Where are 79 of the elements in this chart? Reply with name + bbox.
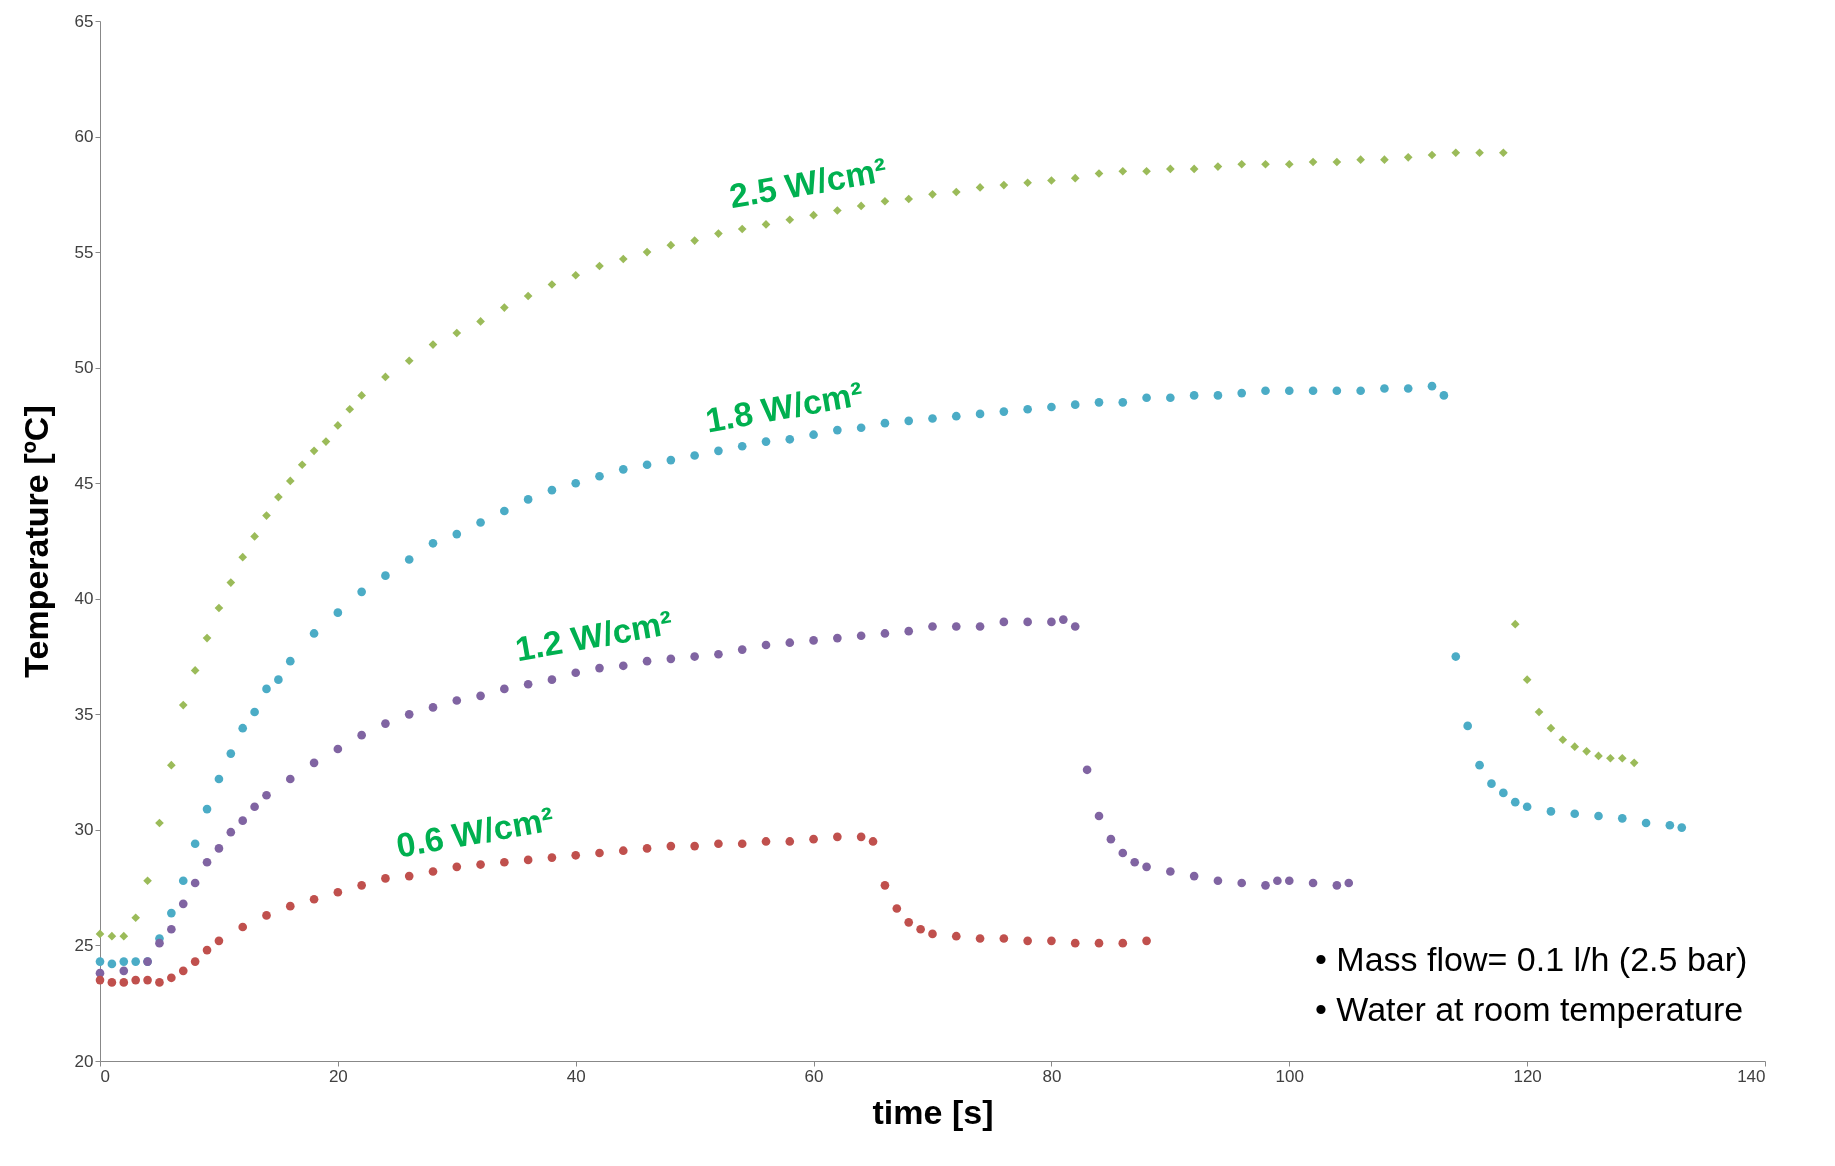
point [833, 832, 842, 842]
point [404, 871, 414, 881]
point [1023, 936, 1032, 946]
point [737, 839, 747, 849]
x-tick-label: 0 [100, 1066, 110, 1086]
point [547, 853, 557, 862]
x-tick-label: 40 [566, 1066, 586, 1086]
point [916, 924, 925, 934]
point [285, 901, 295, 911]
point [761, 837, 771, 846]
text: 2.5 W/cm² [726, 150, 890, 216]
y-tick-label: 40 [74, 589, 94, 609]
point [202, 945, 212, 955]
y-tick-label: 45 [74, 473, 94, 493]
x-tick-label: 60 [804, 1066, 824, 1086]
point [523, 855, 533, 865]
point [333, 887, 343, 897]
x-tick-label: 140 [1737, 1066, 1766, 1086]
point [131, 975, 141, 985]
y-tick-label: 50 [74, 358, 94, 378]
point [178, 966, 188, 976]
point [155, 978, 164, 987]
point [856, 832, 866, 842]
point [690, 841, 699, 851]
point [618, 846, 628, 856]
point [951, 931, 961, 941]
point [95, 975, 105, 985]
point [381, 874, 390, 883]
x-tick-label: 20 [328, 1066, 348, 1086]
point [928, 929, 937, 939]
annotation: • Water at room temperature [1315, 990, 1744, 1028]
y-tick-label: 35 [74, 704, 94, 724]
point [1142, 936, 1151, 946]
point [595, 848, 604, 858]
point [1047, 936, 1056, 946]
point [809, 834, 818, 844]
y-tick-label: 25 [74, 935, 94, 955]
point [107, 978, 117, 987]
point [309, 894, 319, 904]
point [476, 860, 485, 869]
point [880, 881, 890, 890]
text: 1.2 W/cm² [512, 603, 676, 669]
point [1118, 938, 1128, 948]
point [428, 867, 438, 876]
point [190, 957, 200, 966]
point [214, 936, 224, 946]
y-tick-label: 60 [74, 127, 94, 147]
point [238, 922, 248, 932]
point [1094, 938, 1104, 948]
point [868, 837, 878, 846]
y-axis-title: Temperature [ºC] [16, 405, 55, 678]
point [571, 850, 581, 860]
y-tick-label: 20 [74, 1051, 94, 1071]
y-tick-label: 65 [74, 11, 94, 31]
point [999, 934, 1009, 943]
point [666, 841, 676, 851]
point [452, 862, 462, 872]
point [975, 934, 985, 943]
x-tick-label: 100 [1275, 1066, 1304, 1086]
y-tick-label: 55 [74, 242, 94, 262]
point [143, 975, 152, 985]
point [500, 857, 509, 867]
x-tick-label: 120 [1513, 1066, 1542, 1086]
point [357, 881, 366, 890]
point [904, 918, 914, 927]
point [119, 978, 129, 987]
point [1070, 938, 1080, 948]
point [892, 904, 902, 913]
y-tick-label: 30 [74, 820, 94, 840]
point [714, 839, 723, 849]
point [262, 911, 271, 920]
x-tick-label: 80 [1042, 1066, 1062, 1086]
annotation: • Mass flow= 0.1 l/h (2.5 bar) [1315, 940, 1748, 978]
point [167, 973, 176, 983]
point [642, 844, 652, 853]
x-axis-title: time [s] [872, 1092, 994, 1131]
point [785, 837, 795, 846]
text: 0.6 W/cm² [393, 799, 557, 865]
text: 1.8 W/cm² [702, 374, 866, 440]
